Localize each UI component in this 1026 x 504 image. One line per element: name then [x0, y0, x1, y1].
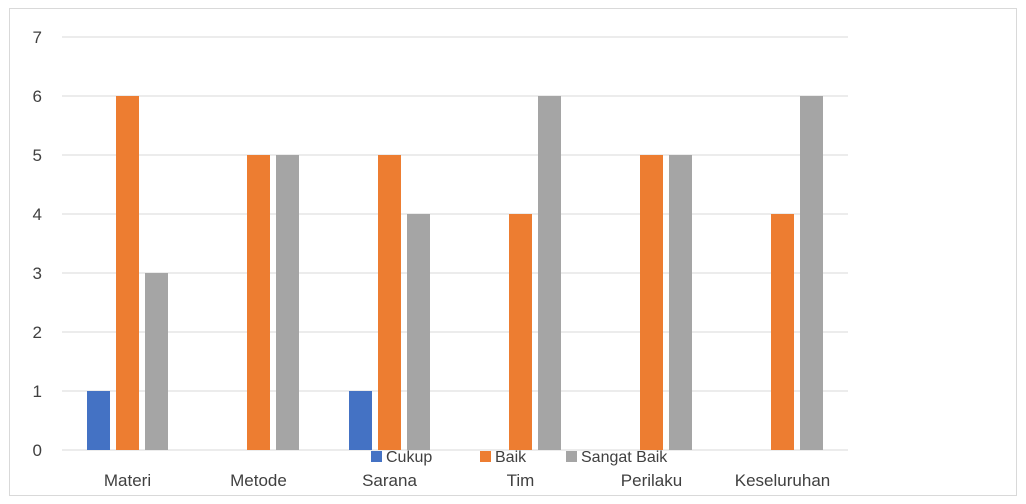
legend-label: Cukup [386, 449, 432, 466]
y-tick-label: 4 [33, 205, 42, 224]
bar-sarana-baik [378, 155, 401, 450]
bar-sarana-sangat-baik [407, 214, 430, 450]
y-tick-label: 1 [33, 382, 42, 401]
bar-materi-baik [116, 96, 139, 450]
y-tick-label: 0 [33, 441, 42, 460]
bar-perilaku-baik [640, 155, 663, 450]
x-tick-label: Materi [104, 471, 151, 490]
bar-materi-cukup [87, 391, 110, 450]
legend-label: Sangat Baik [581, 449, 668, 466]
x-tick-label: Sarana [362, 471, 417, 490]
y-tick-label: 6 [33, 87, 42, 106]
bar-metode-sangat-baik [276, 155, 299, 450]
x-tick-label: Keseluruhan [735, 471, 830, 490]
legend-swatch-sangat-baik [566, 451, 577, 462]
bar-keseluruhan-sangat-baik [800, 96, 823, 450]
y-axis-ticks: 0 1 2 3 4 5 6 7 [33, 28, 42, 460]
bars [87, 96, 823, 450]
x-tick-label: Tim [507, 471, 535, 490]
y-tick-label: 2 [33, 323, 42, 342]
bar-tim-baik [509, 214, 532, 450]
gridlines [62, 36, 848, 451]
y-tick-label: 7 [33, 28, 42, 47]
bar-sarana-cukup [349, 391, 372, 450]
x-axis-ticks: Materi Metode Sarana Tim Perilaku Keseluruhan [104, 471, 830, 490]
bar-keseluruhan-baik [771, 214, 794, 450]
legend-label: Baik [495, 449, 527, 466]
bar-materi-sangat-baik [145, 273, 168, 450]
x-tick-label: Perilaku [621, 471, 682, 490]
legend-swatch-cukup [371, 451, 382, 462]
bar-tim-sangat-baik [538, 96, 561, 450]
y-tick-label: 3 [33, 264, 42, 283]
bar-perilaku-sangat-baik [669, 155, 692, 450]
y-tick-label: 5 [33, 146, 42, 165]
bar-metode-baik [247, 155, 270, 450]
x-tick-label: Metode [230, 471, 287, 490]
legend-swatch-baik [480, 451, 491, 462]
legend: Cukup Baik Sangat Baik [371, 449, 668, 466]
